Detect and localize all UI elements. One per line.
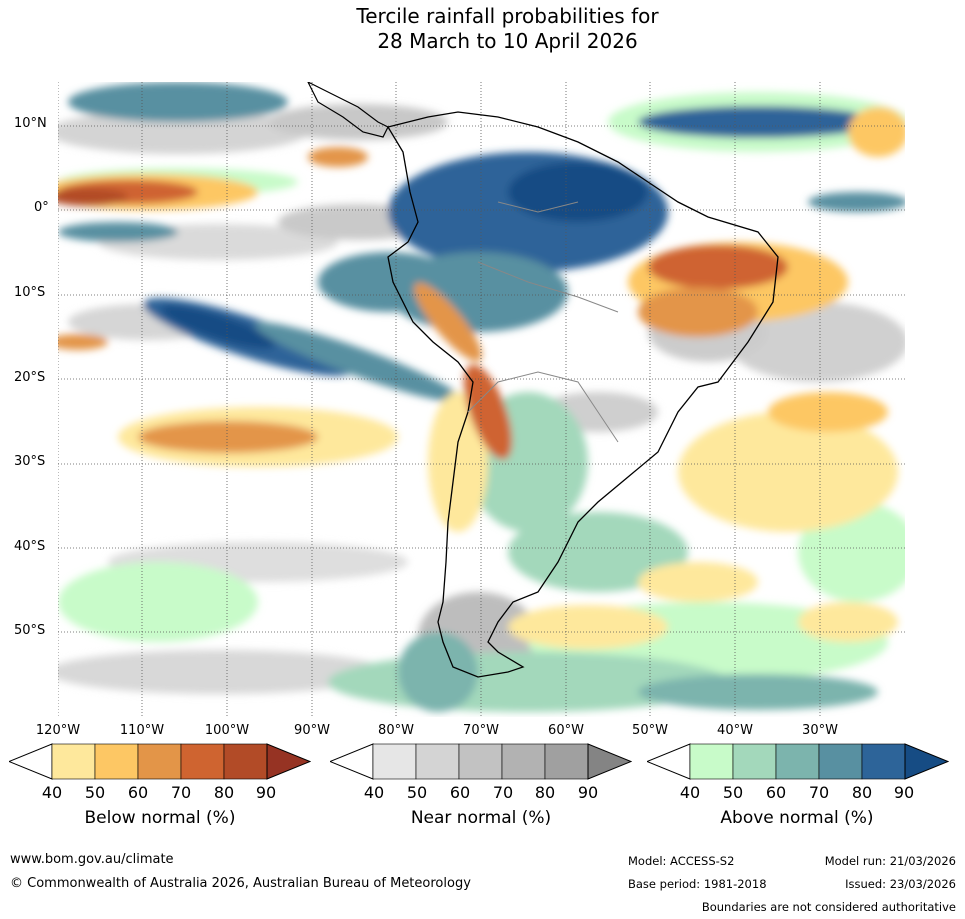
colorbar-swatch <box>137 743 182 780</box>
colorbar-extend-high <box>266 743 311 780</box>
colorbar-swatch <box>458 743 503 780</box>
colorbar-near-normal <box>330 743 632 780</box>
lon-label: 50°W <box>632 723 668 738</box>
colorbar-swatch <box>732 743 777 780</box>
colorbar-swatch <box>689 743 734 780</box>
colorbar-label-above: Above normal (%) <box>720 808 874 828</box>
lat-label: 0° <box>34 200 49 215</box>
coastline-south-america <box>386 111 779 678</box>
tick-label: 70 <box>492 783 514 802</box>
colorbar-above-normal <box>647 743 949 780</box>
colorbar-swatch <box>775 743 820 780</box>
colorbar-swatch <box>180 743 225 780</box>
colorbar-swatch <box>501 743 546 780</box>
tick-label: 50 <box>722 783 744 802</box>
tick-label: 80 <box>851 783 873 802</box>
colorbar-extend-high <box>904 743 949 780</box>
tick-label: 90 <box>255 783 277 802</box>
colorbar-swatch <box>818 743 863 780</box>
colorbar-label-below: Below normal (%) <box>84 808 236 828</box>
tick-label: 70 <box>170 783 192 802</box>
title-line-1: Tercile rainfall probabilities for <box>356 4 659 28</box>
lat-label: 10°S <box>14 285 46 300</box>
lon-label: 60°W <box>548 723 584 738</box>
tick-label: 60 <box>127 783 149 802</box>
tick-label: 60 <box>449 783 471 802</box>
colorbar-swatch <box>544 743 589 780</box>
lon-label: 110°W <box>119 723 165 738</box>
lon-label: 90°W <box>294 723 330 738</box>
lat-label: 10°N <box>14 116 47 131</box>
lon-label: 70°W <box>463 723 499 738</box>
colorbar-swatch <box>223 743 268 780</box>
colorbar-extend-high <box>587 743 632 780</box>
map-canvas <box>58 82 905 717</box>
tick-label: 40 <box>679 783 701 802</box>
colorbar-swatch <box>861 743 906 780</box>
tick-label: 90 <box>577 783 599 802</box>
colorbar-swatch <box>51 743 96 780</box>
tick-label: 70 <box>808 783 830 802</box>
model-text: Model: ACCESS-S2 <box>628 854 735 868</box>
tick-label: 90 <box>893 783 915 802</box>
lat-label: 20°S <box>14 370 46 385</box>
tick-label: 40 <box>363 783 385 802</box>
tick-label: 50 <box>406 783 428 802</box>
colorbar-extend-low <box>9 743 53 780</box>
tick-label: 50 <box>84 783 106 802</box>
colorbar-below-normal <box>9 743 311 780</box>
copyright-text: © Commonwealth of Australia 2026, Austra… <box>10 876 471 891</box>
tick-label: 80 <box>213 783 235 802</box>
tick-label: 60 <box>765 783 787 802</box>
lon-label: 100°W <box>204 723 250 738</box>
map-title: Tercile rainfall probabilities for 28 Ma… <box>0 4 965 54</box>
issued-text: Issued: 23/03/2026 <box>845 877 956 891</box>
lon-label: 30°W <box>802 723 838 738</box>
tick-label: 40 <box>41 783 63 802</box>
coastline-central-america <box>307 82 389 138</box>
colorbar-label-near: Near normal (%) <box>410 808 552 828</box>
lon-label: 80°W <box>378 723 414 738</box>
colorbar-swatch <box>94 743 139 780</box>
lat-label: 30°S <box>14 454 46 469</box>
model-run-text: Model run: 21/03/2026 <box>824 854 956 868</box>
disclaimer-text: Boundaries are not considered authoritat… <box>701 900 956 914</box>
tick-label: 80 <box>534 783 556 802</box>
colorbar-swatch <box>372 743 417 780</box>
lat-label: 50°S <box>14 623 46 638</box>
base-period-text: Base period: 1981-2018 <box>628 877 767 891</box>
lon-label: 120°W <box>35 723 81 738</box>
lat-label: 40°S <box>14 539 46 554</box>
title-line-2: 28 March to 10 April 2026 <box>377 29 638 53</box>
colorbar-extend-low <box>330 743 374 780</box>
colorbar-extend-low <box>647 743 691 780</box>
website-link[interactable]: www.bom.gov.au/climate <box>10 852 174 867</box>
probability-map <box>58 82 905 717</box>
lon-label: 40°W <box>717 723 753 738</box>
colorbar-swatch <box>415 743 460 780</box>
